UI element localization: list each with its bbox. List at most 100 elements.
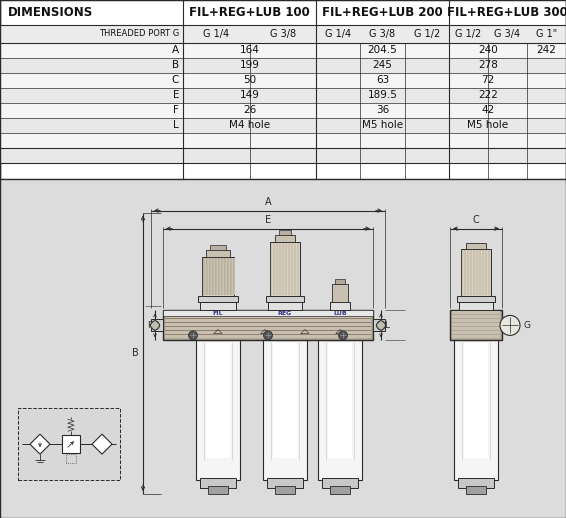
Text: 240: 240	[478, 46, 498, 55]
Text: 36: 36	[376, 105, 389, 116]
Text: 245: 245	[372, 61, 392, 70]
Text: 199: 199	[239, 61, 259, 70]
Bar	[66, 454, 76, 463]
Bar	[163, 310, 373, 340]
Bar	[200, 303, 236, 310]
Bar	[268, 303, 302, 310]
Text: L: L	[173, 120, 179, 131]
Bar	[165, 319, 371, 320]
Bar	[275, 235, 295, 241]
Bar	[165, 323, 371, 326]
Text: 149: 149	[239, 90, 259, 100]
Text: E: E	[173, 90, 179, 100]
Bar	[457, 296, 495, 303]
Bar	[165, 322, 371, 323]
Text: 164: 164	[239, 46, 259, 55]
Circle shape	[376, 321, 385, 330]
Text: 26: 26	[243, 105, 256, 116]
Circle shape	[338, 331, 348, 340]
Bar	[452, 327, 500, 330]
Bar	[165, 330, 371, 332]
Bar	[165, 310, 371, 311]
Bar	[196, 340, 240, 480]
Bar	[454, 340, 498, 480]
Text: FIL+REG+LUB 100: FIL+REG+LUB 100	[189, 6, 310, 19]
Text: A: A	[265, 197, 271, 207]
Text: C: C	[473, 214, 479, 225]
Text: 42: 42	[481, 105, 495, 116]
Bar	[206, 250, 230, 256]
Bar	[230, 257, 232, 295]
Bar	[452, 323, 500, 326]
Bar	[198, 296, 238, 303]
Text: B: B	[132, 348, 139, 358]
Circle shape	[188, 331, 198, 340]
Text: 189.5: 189.5	[367, 90, 397, 100]
Bar	[0, 25, 566, 43]
Bar	[466, 486, 486, 494]
Text: G: G	[523, 321, 530, 330]
Bar	[206, 257, 208, 295]
Polygon shape	[30, 434, 50, 454]
Text: FIL+REG+LUB 300: FIL+REG+LUB 300	[447, 6, 566, 19]
Bar	[165, 327, 371, 330]
Bar	[0, 58, 566, 73]
Bar	[200, 478, 236, 488]
Text: 242: 242	[537, 46, 556, 55]
Bar	[328, 343, 352, 458]
Bar	[18, 408, 120, 480]
Bar	[218, 257, 220, 295]
Bar	[270, 241, 300, 296]
Circle shape	[500, 315, 520, 335]
Text: G 3/4: G 3/4	[495, 29, 521, 39]
Bar	[209, 257, 211, 295]
Text: G 1/2: G 1/2	[414, 29, 440, 39]
Bar	[0, 43, 566, 58]
Bar	[452, 320, 500, 322]
Bar	[263, 340, 307, 480]
Bar	[0, 133, 566, 148]
Text: G 3/8: G 3/8	[370, 29, 396, 39]
Bar	[165, 320, 371, 322]
Bar	[266, 296, 304, 303]
Bar	[279, 229, 291, 235]
Bar	[373, 320, 385, 332]
Text: G 3/8: G 3/8	[269, 29, 296, 39]
Bar	[165, 315, 371, 319]
Text: M4 hole: M4 hole	[229, 120, 270, 131]
Bar	[206, 343, 230, 458]
Bar	[165, 332, 371, 335]
Bar	[330, 486, 350, 494]
Bar	[332, 284, 348, 303]
Text: 63: 63	[376, 76, 389, 85]
Bar	[330, 303, 350, 310]
Bar	[275, 486, 295, 494]
Bar	[215, 257, 217, 295]
Bar	[461, 249, 491, 296]
Bar	[62, 435, 80, 453]
Text: DIMENSIONS: DIMENSIONS	[8, 6, 93, 19]
Bar	[212, 257, 214, 295]
Bar	[0, 88, 566, 103]
Bar	[165, 314, 371, 315]
Bar	[165, 335, 371, 338]
Text: REG: REG	[278, 311, 292, 316]
Bar	[151, 320, 163, 332]
Bar	[227, 257, 229, 295]
Bar	[221, 257, 223, 295]
Text: A: A	[172, 46, 179, 55]
Bar	[0, 73, 566, 88]
Bar	[466, 242, 486, 249]
Text: F: F	[173, 105, 179, 116]
Polygon shape	[92, 434, 112, 454]
Text: M5 hole: M5 hole	[468, 120, 509, 131]
Bar	[163, 310, 373, 316]
Circle shape	[264, 331, 272, 340]
Circle shape	[151, 321, 160, 330]
Text: B: B	[172, 61, 179, 70]
Text: M5 hole: M5 hole	[362, 120, 403, 131]
Bar	[267, 478, 303, 488]
Bar	[165, 311, 371, 314]
Bar	[452, 311, 500, 314]
Text: L: L	[384, 321, 389, 330]
